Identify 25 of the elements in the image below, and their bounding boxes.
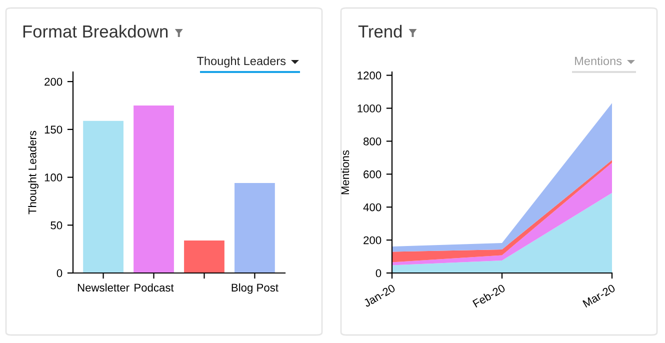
x-tick-label: Newsletter	[78, 283, 130, 292]
chart-title: Trend	[358, 24, 402, 38]
text: Mentions	[575, 56, 622, 66]
y-axis-title: Thought Leaders	[28, 130, 38, 214]
y-tick-label: 0	[376, 269, 382, 278]
y-tick-label: 200	[44, 78, 62, 86]
y-tick-label: 800	[364, 137, 382, 146]
y-tick-label: 100	[44, 174, 62, 182]
y-tick-label: 150	[44, 126, 62, 134]
y-tick-label: 0	[56, 269, 62, 278]
y-tick-label: 600	[364, 170, 382, 178]
y-tick-label: 400	[363, 203, 382, 212]
y-tick-label: 1200	[358, 72, 382, 80]
bar	[83, 120, 124, 273]
x-tick-label: Blog Post	[232, 283, 278, 294]
y-tick-label: 1000	[358, 104, 382, 112]
x-tick-label: Podcast	[134, 283, 174, 292]
y-tick-label: 200	[364, 236, 382, 244]
y-axis-title: Mentions	[340, 150, 350, 194]
y-tick-label: 50	[50, 221, 62, 230]
text: Thought Leaders	[197, 56, 286, 68]
bar	[234, 183, 275, 273]
bar	[134, 106, 174, 273]
bar	[184, 240, 224, 273]
chart-title: Format Breakdown	[23, 24, 168, 38]
